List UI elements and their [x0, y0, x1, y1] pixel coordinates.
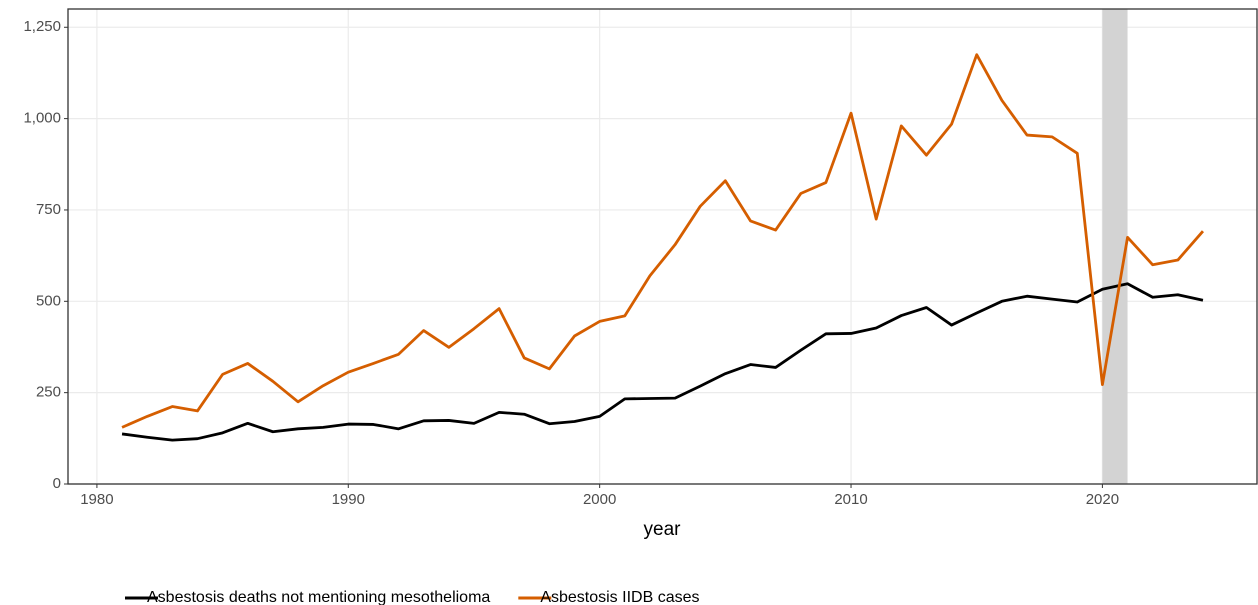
- x-axis-title: year: [644, 519, 682, 540]
- y-tick-label: 500: [36, 292, 61, 309]
- y-tick-label: 1,250: [23, 18, 61, 35]
- x-tick-label: 2020: [1086, 491, 1119, 508]
- series-line: [121, 282, 1204, 442]
- y-tick-label: 750: [36, 201, 61, 218]
- y-tick-label: 1,000: [23, 110, 61, 127]
- x-tick-label: 2000: [583, 491, 616, 508]
- y-tick-label: 0: [53, 475, 61, 492]
- series-line: [121, 53, 1205, 429]
- x-tick-label: 2010: [834, 491, 867, 508]
- x-tick-label: 1980: [80, 491, 113, 508]
- panel-border: [67, 8, 1258, 485]
- shaded-period: [1102, 9, 1128, 484]
- legend-text: Asbestosis IIDB cases: [540, 589, 699, 605]
- legend-text: Asbestosis deaths not mentioning mesothe…: [147, 589, 490, 605]
- y-tick-label: 250: [36, 384, 61, 401]
- x-tick-label: 1990: [332, 491, 365, 508]
